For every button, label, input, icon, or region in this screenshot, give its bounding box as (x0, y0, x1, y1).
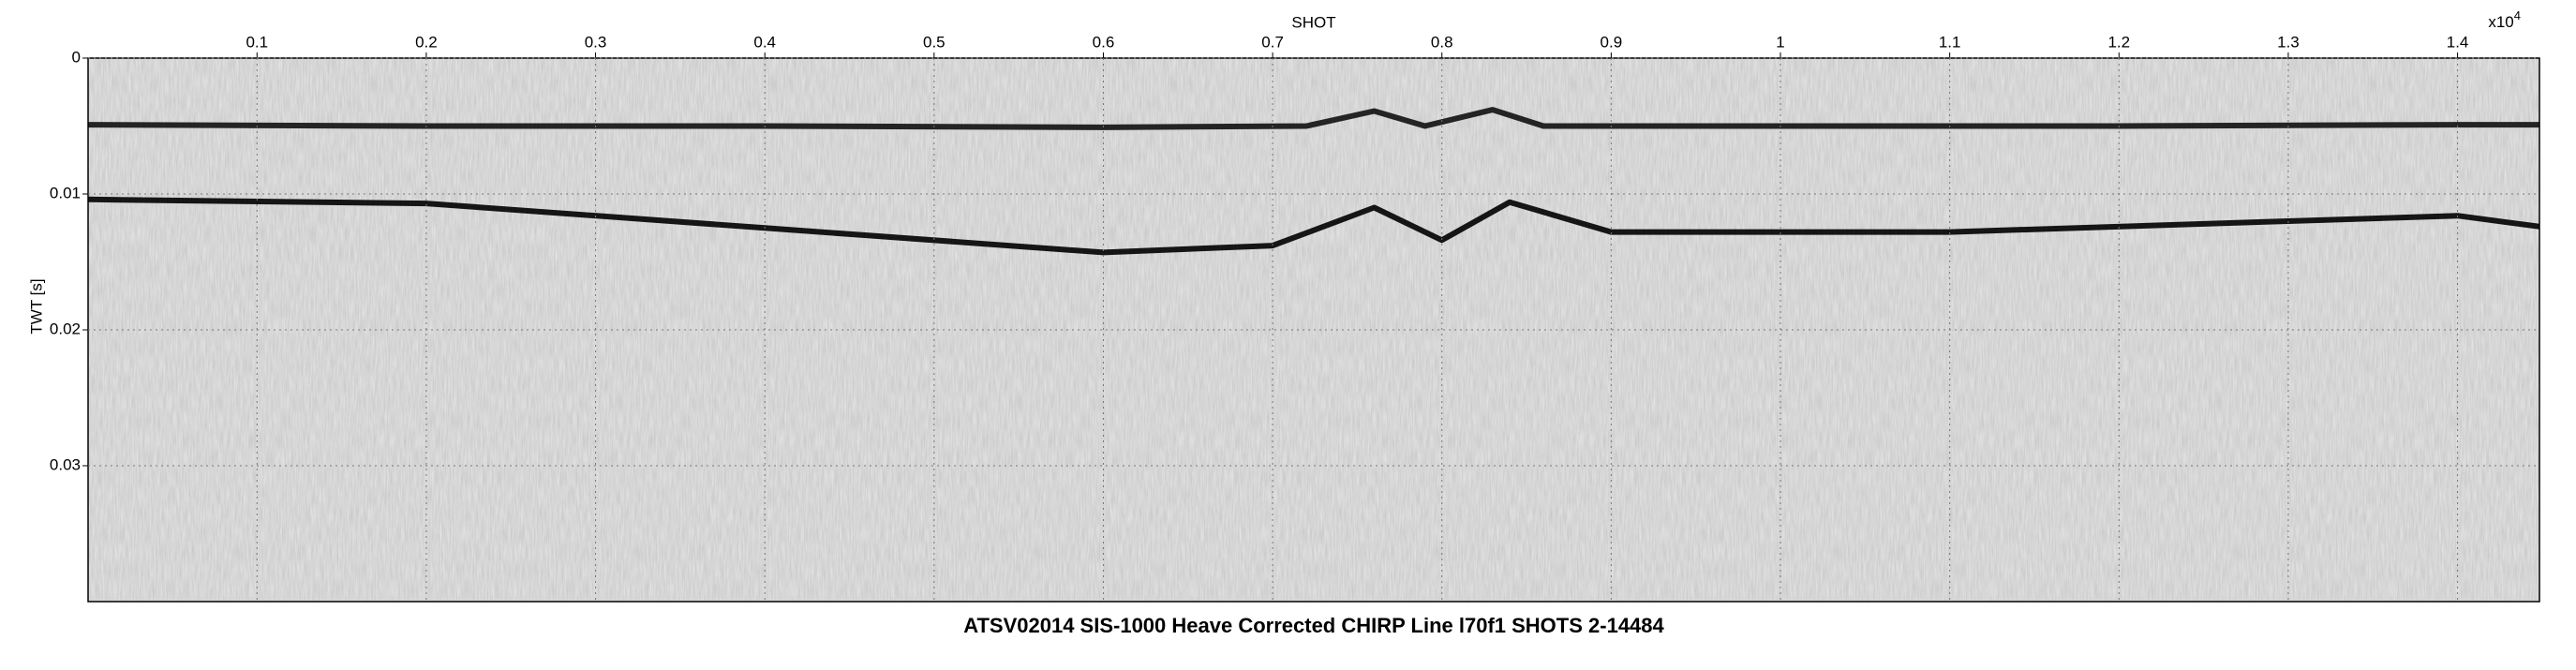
y-tick-label: 0.03 (50, 455, 81, 473)
x-tick-label: 0.6 (1093, 33, 1115, 51)
x-multiplier-base: x10 (2488, 13, 2513, 31)
y-tick-label: 0 (72, 48, 81, 66)
chart-title: ATSV02014 SIS-1000 Heave Corrected CHIRP… (963, 614, 1664, 637)
x-tick-label: 1.4 (2447, 33, 2469, 51)
x-tick-label: 0.9 (1601, 33, 1623, 51)
x-tick-label: 0.4 (753, 33, 776, 51)
x-tick-label: 0.8 (1431, 33, 1453, 51)
x-axis-label: SHOT (1291, 13, 1335, 31)
x-tick-label: 1.1 (1939, 33, 1961, 51)
x-tick-label: 0.1 (246, 33, 268, 51)
x-tick-label: 0.3 (585, 33, 607, 51)
x-multiplier: x104 (2488, 8, 2521, 31)
y-axis-label: TWT [s] (27, 278, 45, 334)
x-tick-label: 0.5 (923, 33, 946, 51)
x-tick-label: 1.3 (2277, 33, 2300, 51)
x-tick-label: 1.2 (2107, 33, 2130, 51)
y-tick-label: 0.02 (50, 320, 81, 337)
x-tick-label: 0.7 (1261, 33, 1284, 51)
y-tick-label: 0.01 (50, 184, 81, 201)
x-tick-label: 1 (1776, 33, 1784, 51)
x-tick-label: 0.2 (415, 33, 438, 51)
x-multiplier-exponent: 4 (2514, 8, 2521, 22)
